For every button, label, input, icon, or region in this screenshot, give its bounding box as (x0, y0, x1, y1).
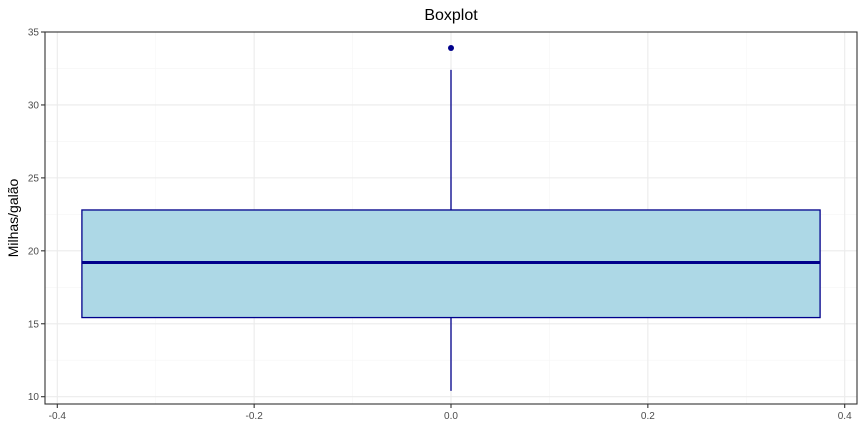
plot-marks (81, 45, 821, 391)
y-tick-label: 35 (28, 28, 40, 39)
y-axis-title: Milhas/galão (5, 178, 21, 257)
y-tick-label: 25 (28, 173, 40, 184)
axes: -0.4 -0.2 0.0 0.2 0.4 10 15 20 25 30 35 (28, 28, 858, 422)
x-tick-label: -0.2 (246, 411, 264, 422)
x-tick-label: 0.2 (641, 411, 655, 422)
x-tick-label: 0.4 (838, 411, 852, 422)
x-tick-label: -0.4 (49, 411, 67, 422)
y-tick-label: 10 (28, 392, 40, 403)
y-tick-label: 30 (28, 100, 40, 111)
chart-title: Boxplot (424, 7, 478, 24)
x-tick-label: 0.0 (444, 411, 458, 422)
y-tick-label: 20 (28, 246, 40, 257)
y-tick-label: 15 (28, 319, 40, 330)
outlier-point (448, 45, 454, 52)
